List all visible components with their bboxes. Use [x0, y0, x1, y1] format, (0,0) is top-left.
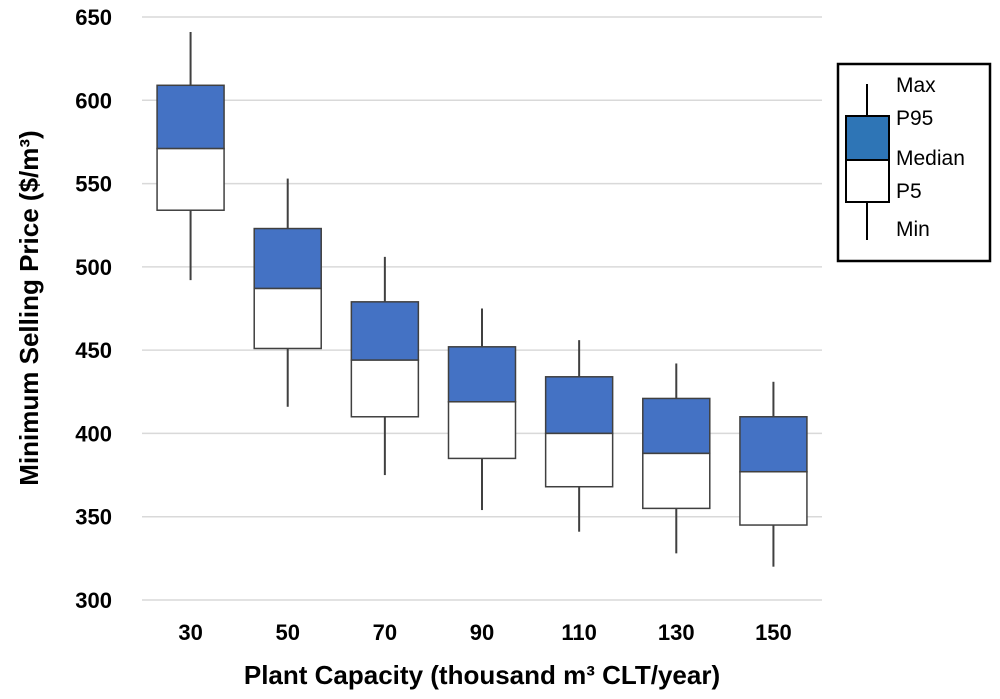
- y-tick-label: 350: [75, 505, 112, 530]
- box-90: [447, 308, 517, 511]
- box-30: [156, 31, 225, 281]
- box-upper: [156, 84, 225, 150]
- legend: Max P95 Median P5 Min: [836, 62, 992, 263]
- x-tick-label: 150: [755, 620, 792, 645]
- x-tick-label: 50: [275, 620, 299, 645]
- x-tick-label: 110: [561, 620, 597, 645]
- y-tick-label: 550: [75, 172, 112, 197]
- y-tick-label: 600: [75, 88, 112, 113]
- legend-label-min: Min: [896, 218, 930, 241]
- box-lower: [156, 147, 225, 211]
- box-lower: [350, 359, 420, 418]
- legend-label-median: Median: [896, 147, 965, 170]
- box-50: [253, 178, 322, 407]
- box-150: [739, 381, 808, 567]
- legend-lower-box: [845, 159, 890, 203]
- box-upper: [642, 397, 711, 455]
- x-axis-ticks: 30 50 70 90 110 130 150: [178, 620, 791, 645]
- box-70: [350, 256, 420, 476]
- y-axis-title: Minimum Selling Price ($/m³): [14, 130, 44, 485]
- box-lower: [253, 287, 322, 350]
- box-110: [544, 340, 614, 532]
- legend-label-max: Max: [896, 74, 936, 97]
- box-upper: [253, 227, 322, 290]
- y-axis-ticks: 300 350 400 450 500 550 600 650: [75, 5, 112, 613]
- y-tick-label: 500: [75, 255, 112, 280]
- x-axis-title: Plant Capacity (thousand m³ CLT/year): [244, 660, 720, 690]
- box-upper: [447, 346, 517, 403]
- box-upper: [544, 376, 614, 435]
- y-tick-label: 450: [75, 338, 112, 363]
- box-upper: [739, 416, 808, 473]
- box-130: [642, 363, 711, 554]
- box-lower: [447, 401, 517, 460]
- box-lower: [739, 470, 808, 526]
- legend-label-p95: P95: [896, 107, 933, 130]
- x-tick-label: 30: [178, 620, 202, 645]
- x-tick-label: 130: [658, 620, 695, 645]
- y-tick-label: 650: [75, 5, 112, 30]
- legend-label-p5: P5: [896, 180, 922, 203]
- legend-upper-box: [845, 115, 890, 161]
- box-lower: [544, 432, 614, 488]
- y-tick-label: 300: [75, 588, 112, 613]
- x-tick-label: 70: [373, 620, 397, 645]
- y-tick-label: 400: [75, 421, 112, 446]
- box-upper: [350, 301, 420, 361]
- x-tick-label: 90: [470, 620, 494, 645]
- box-series: [156, 31, 808, 567]
- box-lower: [642, 452, 711, 510]
